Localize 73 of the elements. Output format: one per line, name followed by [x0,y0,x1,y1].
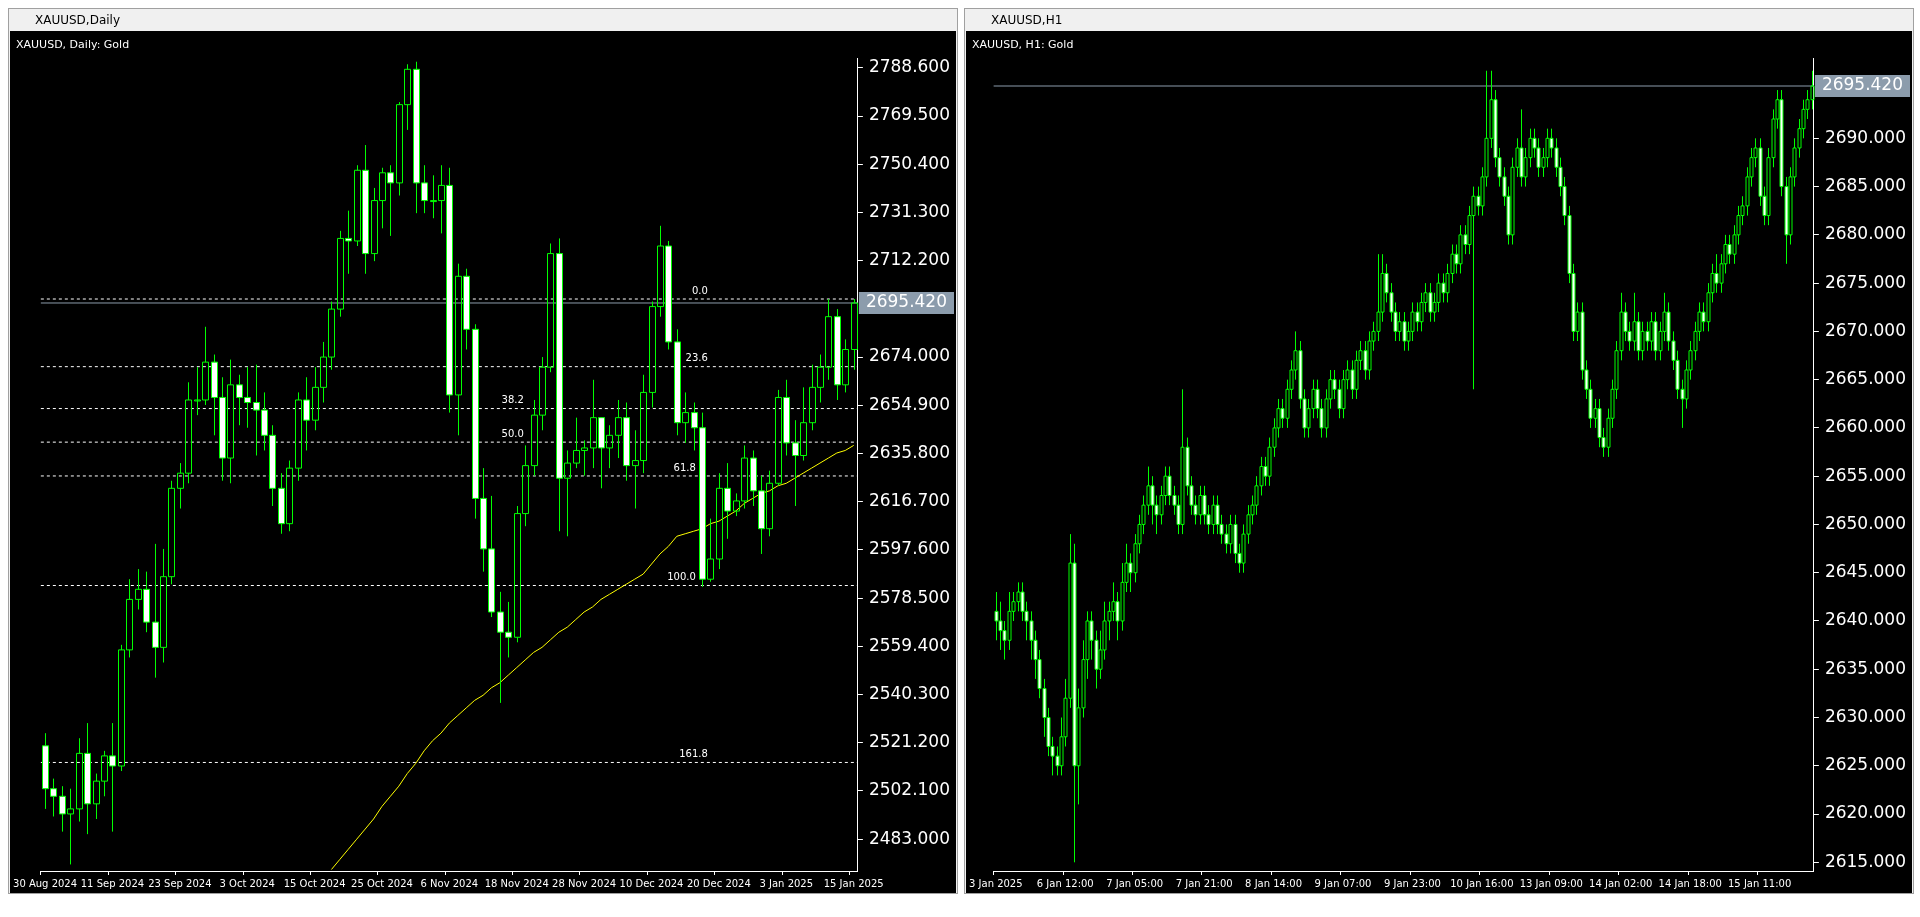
y-tick-label: 2635.800 [868,441,951,462]
x-tick-label: 3 Oct 2024 [219,877,275,889]
y-tick-label: 2769.500 [868,104,951,125]
y-tick-label: 2645.000 [1824,561,1907,582]
y-tick-label: 2650.000 [1824,512,1907,533]
y-tick-label: 2655.000 [1824,464,1907,485]
y-tick-label: 2597.600 [868,538,951,559]
y-tick-label: 2521.200 [868,731,951,752]
annotation: 100.0 [667,571,696,583]
x-tick-label: 23 Sep 2024 [148,877,212,889]
candlestick [851,298,858,371]
chart-title: XAUUSD,H1 [990,12,1064,29]
x-tick-label: 8 Jan 14:00 [1245,877,1303,889]
y-tick-label: 2635.000 [1824,657,1907,678]
y-tick-label: 2616.700 [868,490,951,511]
x-tick-label: 6 Jan 12:00 [1036,877,1094,889]
x-tick-label: 28 Nov 2024 [552,877,617,889]
ref-line-label: 2695.420 [1821,74,1904,95]
x-tick-label: 14 Jan 02:00 [1589,877,1653,889]
y-tick-label: 2640.000 [1824,609,1907,630]
annotation: 50.0 [501,427,524,439]
annotation: 161.8 [679,748,708,760]
x-tick-label: 3 Jan 2025 [759,877,814,889]
y-tick-label: 2675.000 [1824,271,1907,292]
x-tick-label: 30 Aug 2024 [13,877,78,889]
chart-subtitle: XAUUSD, Daily: Gold [16,38,130,52]
y-tick-label: 2483.000 [868,827,951,848]
y-tick-label: 2502.100 [868,779,951,800]
x-tick-label: 25 Oct 2024 [351,877,413,889]
y-tick-label: 2630.000 [1824,705,1907,726]
y-tick-label: 2680.000 [1824,223,1907,244]
x-tick-label: 7 Jan 21:00 [1175,877,1233,889]
y-tick-label: 2685.000 [1824,175,1907,196]
x-tick-label: 7 Jan 05:00 [1106,877,1164,889]
x-tick-label: 9 Jan 23:00 [1383,877,1441,889]
x-tick-label: 18 Nov 2024 [484,877,549,889]
y-tick-label: 2674.000 [868,345,951,366]
y-tick-label: 2625.000 [1824,754,1907,775]
y-tick-label: 2559.400 [868,634,951,655]
candlestick [1649,311,1654,352]
y-tick-label: 2670.000 [1824,319,1907,340]
annotation: 23.6 [685,352,708,364]
y-tick-label: 2712.200 [868,249,951,270]
x-tick-label: 13 Jan 09:00 [1519,877,1583,889]
y-tick-label: 2731.300 [868,200,951,221]
y-tick-label: 2578.500 [868,586,951,607]
y-tick-label: 2665.000 [1824,368,1907,389]
candlestick [1471,186,1476,390]
x-tick-label: 15 Oct 2024 [283,877,346,889]
annotation: 61.8 [673,461,696,473]
y-tick-label: 2654.900 [868,393,951,414]
chart-subtitle: XAUUSD, H1: Gold [972,38,1074,52]
x-tick-label: 15 Jan 2025 [823,877,884,889]
y-tick-label: 2620.000 [1824,802,1907,823]
x-tick-label: 3 Jan 2025 [969,877,1023,889]
x-tick-label: 11 Sep 2024 [80,877,145,889]
x-tick-label: 6 Nov 2024 [420,877,479,889]
y-tick-label: 2750.400 [868,152,951,173]
y-tick-label: 2690.000 [1824,126,1907,147]
chart-title: XAUUSD,Daily [34,12,122,29]
y-tick-label: 2540.300 [868,682,951,703]
x-tick-label: 10 Jan 16:00 [1450,877,1514,889]
x-tick-label: 9 Jan 07:00 [1314,877,1372,889]
ref-line-label: 2695.420 [865,291,948,312]
y-tick-label: 2788.600 [868,56,951,77]
annotation: 0.0 [691,284,708,296]
y-tick-label: 2660.000 [1824,416,1907,437]
x-tick-label: 15 Jan 11:00 [1727,877,1792,889]
x-tick-label: 10 Dec 2024 [619,877,684,889]
x-tick-label: 20 Dec 2024 [686,877,751,889]
x-tick-label: 14 Jan 18:00 [1658,877,1722,889]
y-tick-label: 2615.000 [1824,850,1907,871]
annotation: 38.2 [501,394,524,406]
